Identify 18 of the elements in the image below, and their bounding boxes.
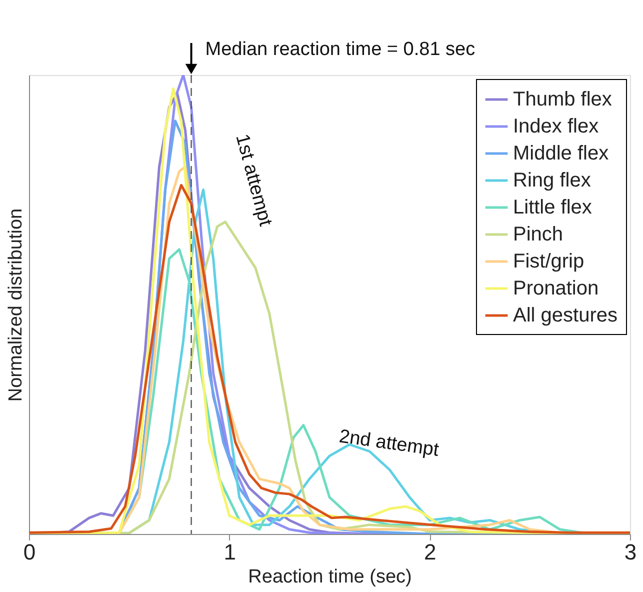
legend-label: Middle flex — [513, 142, 609, 164]
legend-label: All gestures — [513, 304, 618, 326]
x-axis-title: Reaction time (sec) — [248, 566, 412, 588]
legend-label: Fist/grip — [513, 250, 584, 272]
y-axis-title: Normalized distribution — [6, 208, 26, 402]
ref-line-label: Median reaction time = 0.81 sec — [205, 39, 476, 60]
x-tick-label: 0 — [23, 540, 36, 564]
x-tick-label: 2 — [424, 540, 436, 564]
legend-label: Ring flex — [513, 170, 591, 192]
legend-label: Pronation — [513, 278, 599, 300]
x-tick-label: 3 — [624, 540, 637, 564]
x-tick-label: 1 — [224, 540, 236, 564]
legend-label: Index flex — [513, 116, 599, 138]
legend-label: Thumb flex — [513, 88, 612, 110]
legend-label: Little flex — [513, 196, 592, 218]
annotation: 1st attempt — [231, 132, 276, 229]
annotation: 2nd attempt — [338, 426, 441, 461]
legend-label: Pinch — [513, 224, 564, 246]
